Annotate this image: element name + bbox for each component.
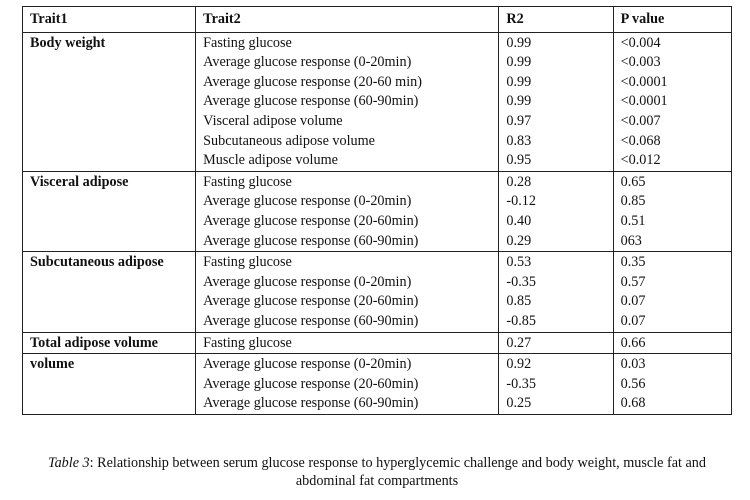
p-value-value: 0.66 bbox=[620, 334, 646, 351]
r2-value: 0.40 bbox=[506, 212, 532, 229]
column-header-trait2: Trait2 bbox=[195, 6, 500, 33]
trait2-value: Fasting glucose bbox=[203, 173, 292, 190]
r2-value: 0.53 bbox=[506, 254, 532, 271]
trait1-cell: Body weight bbox=[21, 31, 197, 172]
p-value-value: <0.068 bbox=[620, 132, 661, 149]
trait2-value: Average glucose response (60-90min) bbox=[203, 312, 419, 329]
r2-value: 0.28 bbox=[506, 173, 532, 190]
p-value-cell: 0.65 0.85 0.51 063 bbox=[612, 170, 733, 253]
trait2-value: Average glucose response (60-90min) bbox=[203, 232, 419, 249]
r2-value: -0.85 bbox=[506, 312, 536, 329]
column-header-trait1: Trait1 bbox=[21, 6, 197, 33]
r2-cell: 0.53 -0.35 0.85 -0.85 bbox=[498, 251, 614, 333]
column-header-r2: R2 bbox=[498, 6, 614, 33]
r2-value: 0.95 bbox=[506, 152, 532, 169]
r2-cell: 0.99 0.99 0.99 0.99 0.97 0.83 0.95 bbox=[498, 31, 614, 172]
trait2-value: Average glucose response (60-90min) bbox=[203, 93, 419, 110]
column-header-p-value: P value bbox=[612, 6, 733, 33]
p-value-value: 0.57 bbox=[620, 273, 646, 290]
trait2-value: Average glucose response (0-20min) bbox=[203, 273, 412, 290]
p-value-value: <0.003 bbox=[620, 54, 661, 71]
r2-value: 0.99 bbox=[506, 34, 532, 51]
trait1-cell: Total adipose volume bbox=[21, 331, 197, 355]
r2-value: 0.27 bbox=[506, 334, 532, 351]
r2-value: 0.99 bbox=[506, 73, 532, 90]
p-value-value: 0.68 bbox=[620, 395, 646, 412]
trait2-cell: Fasting glucose Average glucose response … bbox=[195, 170, 500, 253]
trait2-value: Average glucose response (0-20min) bbox=[203, 54, 412, 71]
trait2-value: Average glucose response (0-20min) bbox=[203, 356, 412, 373]
trait2-value: Muscle adipose volume bbox=[203, 152, 338, 169]
trait2-value: Subcutaneous adipose volume bbox=[203, 132, 375, 149]
trait2-value: Average glucose response (20-60min) bbox=[203, 212, 419, 229]
trait2-value: Average glucose response (0-20min) bbox=[203, 193, 412, 210]
trait2-value: Fasting glucose bbox=[203, 34, 292, 51]
r2-value: 0.99 bbox=[506, 54, 532, 71]
trait2-cell: Fasting glucose Average glucose response … bbox=[195, 31, 500, 172]
results-table: Trait1 Trait2 R2 P value Body weight Fast… bbox=[21, 6, 733, 415]
trait2-cell: Average glucose response (0-20min) Averag… bbox=[195, 353, 500, 415]
p-value-cell: <0.004 <0.003 <0.0001 <0.0001 <0.007 <0.068 <0… bbox=[612, 31, 733, 172]
table-row: Body weight Fasting glucose Average glucos… bbox=[21, 31, 733, 172]
trait2-value: Average glucose response (60-90min) bbox=[203, 395, 419, 412]
p-value-value: 0.35 bbox=[620, 254, 646, 271]
r2-value: 0.85 bbox=[506, 293, 532, 310]
trait2-value: Fasting glucose bbox=[203, 334, 292, 351]
p-value-cell: 0.35 0.57 0.07 0.07 bbox=[612, 251, 733, 333]
r2-value: 0.99 bbox=[506, 93, 532, 110]
trait2-value: Visceral adipose volume bbox=[203, 112, 343, 129]
trait1-cell: volume bbox=[21, 353, 197, 415]
p-value-value: <0.0001 bbox=[620, 73, 668, 90]
r2-value: 0.92 bbox=[506, 356, 532, 373]
trait2-cell: Fasting glucose bbox=[195, 331, 500, 355]
p-value-value: <0.007 bbox=[620, 112, 661, 129]
p-value-cell: 0.66 bbox=[612, 331, 733, 355]
p-value-value: 0.03 bbox=[620, 356, 646, 373]
p-value-value: <0.004 bbox=[620, 34, 661, 51]
trait1-cell: Visceral adipose bbox=[21, 170, 197, 253]
table-caption: Table 3: Relationship between serum gluc… bbox=[22, 454, 732, 490]
p-value-value: 0.51 bbox=[620, 212, 646, 229]
caption-label: Table 3 bbox=[48, 455, 90, 471]
trait2-value: Average glucose response (20-60min) bbox=[203, 375, 419, 392]
p-value-value: 0.07 bbox=[620, 293, 646, 310]
p-value-cell: 0.03 0.56 0.68 bbox=[612, 353, 733, 415]
r2-value: 0.97 bbox=[506, 112, 532, 129]
trait2-value: Average glucose response (20-60min) bbox=[203, 293, 419, 310]
table-row: Subcutaneous adipose Fasting glucose Avera… bbox=[21, 251, 733, 333]
trait2-cell: Fasting glucose Average glucose response … bbox=[195, 251, 500, 333]
table-row: Visceral adipose Fasting glucose Average g… bbox=[21, 170, 733, 253]
trait2-value: Average glucose response (20-60 min) bbox=[203, 73, 422, 90]
r2-cell: 0.28 -0.12 0.40 0.29 bbox=[498, 170, 614, 253]
r2-cell: 0.92 -0.35 0.25 bbox=[498, 353, 614, 415]
p-value-value: <0.012 bbox=[620, 152, 661, 169]
p-value-value: <0.0001 bbox=[620, 93, 668, 110]
table-row: volume Average glucose response (0-20min)… bbox=[21, 353, 733, 415]
trait1-cell: Subcutaneous adipose bbox=[21, 251, 197, 333]
caption-text: : Relationship between serum glucose res… bbox=[89, 455, 706, 489]
p-value-value: 0.07 bbox=[620, 312, 646, 329]
trait2-value: Fasting glucose bbox=[203, 254, 292, 271]
p-value-value: 0.65 bbox=[620, 173, 646, 190]
r2-value: 0.29 bbox=[506, 232, 532, 249]
table-row: Total adipose volume Fasting glucose 0.27 0… bbox=[21, 331, 733, 355]
r2-value: 0.25 bbox=[506, 395, 532, 412]
r2-value: 0.83 bbox=[506, 132, 532, 149]
r2-value: -0.12 bbox=[506, 193, 536, 210]
p-value-value: 063 bbox=[620, 232, 642, 249]
table-body: Body weight Fasting glucose Average glucos… bbox=[21, 31, 733, 415]
p-value-value: 0.85 bbox=[620, 193, 646, 210]
r2-cell: 0.27 bbox=[498, 331, 614, 355]
p-value-value: 0.56 bbox=[620, 375, 646, 392]
r2-value: -0.35 bbox=[506, 273, 536, 290]
r2-value: -0.35 bbox=[506, 375, 536, 392]
table-header-row: Trait1 Trait2 R2 P value bbox=[21, 6, 733, 33]
